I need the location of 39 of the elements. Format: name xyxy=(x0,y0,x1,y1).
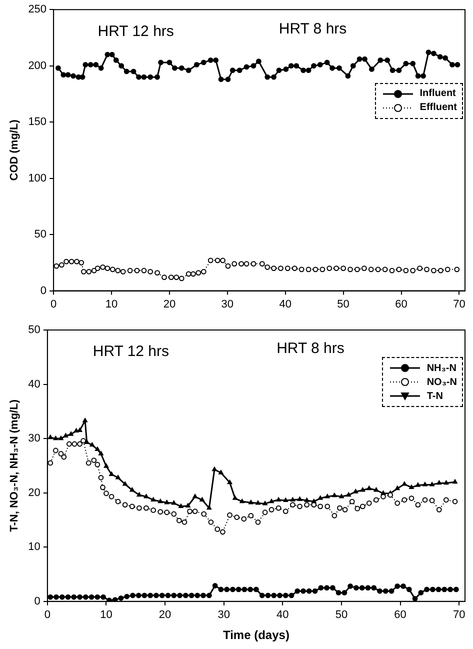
annotation: HRT 12 hrs xyxy=(92,342,170,360)
y-tick-label: 40 xyxy=(28,378,40,390)
legend-label: T-N xyxy=(426,390,443,402)
legend-label: NO₃-N xyxy=(426,376,457,388)
y-tick-label: 50 xyxy=(28,324,40,336)
x-tick-label: 50 xyxy=(335,609,348,622)
legend-label: Effluent xyxy=(420,102,457,114)
y-tick-label: 50 xyxy=(34,228,47,241)
y-tick-label: 30 xyxy=(28,432,40,445)
y-tick-label: 10 xyxy=(28,541,40,554)
annotation: HRT 8 hrs xyxy=(278,20,347,38)
legend-label: Influent xyxy=(420,88,456,100)
x-tick-label: 10 xyxy=(105,298,118,310)
y-tick-label: 20 xyxy=(28,486,40,499)
x-tick-label: 30 xyxy=(221,298,234,310)
x-tick-label: 40 xyxy=(279,298,292,310)
x-tick-label: 0 xyxy=(50,298,57,310)
x-tick-label: 40 xyxy=(276,609,289,622)
x-tick-label: 70 xyxy=(452,609,466,622)
y-tick-label: 250 xyxy=(28,4,47,16)
y-tick-label: 100 xyxy=(28,172,47,184)
legend-label: NH₃-N xyxy=(426,362,456,374)
x-axis-title: Time (days) xyxy=(222,628,290,642)
x-tick-label: 50 xyxy=(337,298,350,310)
y-tick-label: 0 xyxy=(40,284,47,297)
x-tick-label: 20 xyxy=(163,298,176,310)
x-tick-label: 60 xyxy=(394,609,406,622)
x-tick-label: 20 xyxy=(158,609,172,622)
x-tick-label: 60 xyxy=(395,298,408,310)
x-tick-label: 30 xyxy=(218,609,230,622)
x-tick-label: 10 xyxy=(100,609,112,622)
y-axis-title: COD (mg/L) xyxy=(8,119,21,181)
annotation: HRT 12 hrs xyxy=(98,23,174,40)
y-axis-title: T-N, NO₃-N, NH₃-N (mg/L) xyxy=(8,399,21,532)
y-tick-label: 150 xyxy=(28,116,47,128)
y-tick-label: 200 xyxy=(28,60,47,72)
y-tick-label: 0 xyxy=(34,595,40,608)
annotation: HRT 8 hrs xyxy=(276,340,344,358)
x-tick-label: 70 xyxy=(453,298,466,310)
